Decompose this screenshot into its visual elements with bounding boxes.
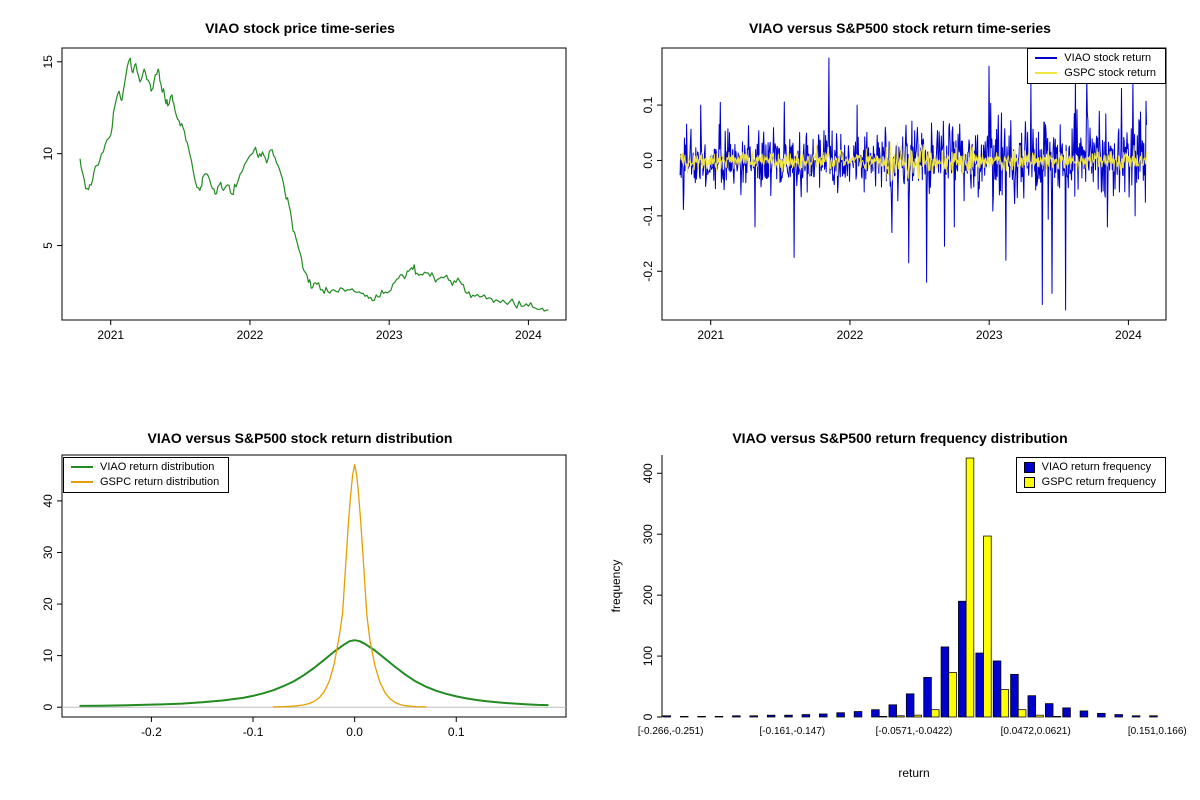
returns-legend: VIAO stock return GSPC stock return [1027, 48, 1166, 84]
svg-text:0.0: 0.0 [346, 725, 363, 739]
svg-text:2024: 2024 [515, 328, 542, 342]
density-chart-panel: VIAO versus S&P500 stock return distribu… [0, 400, 600, 800]
svg-text:0: 0 [641, 713, 655, 720]
svg-text:2023: 2023 [376, 328, 403, 342]
price-chart-panel: VIAO stock price time-series 2021 2022 202… [0, 0, 600, 400]
svg-text:300: 300 [641, 524, 655, 544]
svg-text:40: 40 [41, 494, 55, 508]
svg-text:-0.1: -0.1 [641, 205, 655, 226]
svg-text:2021: 2021 [697, 328, 724, 342]
legend-label-viao-return: VIAO stock return [1064, 52, 1152, 64]
legend-item-gspc-density: GSPC return distribution [71, 476, 219, 488]
density-legend: VIAO return distribution GSPC return dis… [63, 457, 230, 493]
svg-text:[-0.266,-0.251): [-0.266,-0.251) [638, 726, 704, 737]
svg-text:2022: 2022 [237, 328, 264, 342]
histogram-chart-title: VIAO versus S&P500 return frequency dist… [732, 430, 1068, 446]
svg-text:2024: 2024 [1115, 328, 1142, 342]
density-chart-title: VIAO versus S&P500 stock return distribu… [147, 430, 453, 446]
svg-text:2022: 2022 [837, 328, 864, 342]
legend-item-gspc-return: GSPC stock return [1035, 67, 1156, 79]
svg-text:-0.1: -0.1 [243, 725, 264, 739]
svg-text:[0.0472,0.0621): [0.0472,0.0621) [1001, 726, 1071, 737]
svg-text:20: 20 [41, 597, 55, 611]
legend-label-gspc-return: GSPC stock return [1064, 67, 1156, 79]
gspc-density-line-swatch [71, 481, 93, 483]
svg-text:0.1: 0.1 [448, 725, 465, 739]
svg-text:200: 200 [641, 585, 655, 605]
svg-text:0: 0 [41, 704, 55, 711]
price-chart-title: VIAO stock price time-series [205, 20, 395, 36]
svg-text:[0.151,0.166): [0.151,0.166) [1128, 726, 1187, 737]
svg-text:5: 5 [41, 242, 55, 249]
legend-item-viao-density: VIAO return distribution [71, 461, 219, 473]
svg-text:30: 30 [41, 545, 55, 559]
viao-return-line-swatch [1035, 57, 1058, 59]
svg-text:[-0.0571,-0.0422): [-0.0571,-0.0422) [876, 726, 953, 737]
returns-chart-panel: VIAO versus S&P500 stock return time-ser… [600, 0, 1200, 400]
svg-text:2023: 2023 [976, 328, 1003, 342]
svg-text:10: 10 [41, 147, 55, 161]
legend-label-gspc-frequency: GSPC return frequency [1041, 476, 1156, 488]
gspc-frequency-swatch [1023, 476, 1035, 488]
svg-text:0.0: 0.0 [641, 152, 655, 169]
legend-item-gspc-frequency: GSPC return frequency [1023, 476, 1156, 488]
legend-label-viao-frequency: VIAO return frequency [1041, 461, 1152, 473]
svg-text:-0.2: -0.2 [141, 725, 162, 739]
legend-label-viao-density: VIAO return distribution [100, 461, 215, 473]
svg-text:400: 400 [641, 463, 655, 483]
histogram-chart-panel: VIAO versus S&P500 return frequency dist… [600, 400, 1200, 800]
svg-text:[-0.161,-0.147): [-0.161,-0.147) [760, 726, 826, 737]
price-chart-canvas: 2021 2022 2023 2024 5 10 15 [41, 47, 567, 342]
svg-text:-0.2: -0.2 [641, 261, 655, 282]
legend-item-viao-frequency: VIAO return frequency [1023, 461, 1156, 473]
viao-frequency-swatch [1023, 461, 1035, 473]
returns-chart-canvas: 2021 2022 2023 2024 -0.2 -0.1 0.0 0.1 [641, 47, 1167, 342]
histogram-legend: VIAO return frequency GSPC return freque… [1015, 457, 1166, 493]
returns-chart-title: VIAO versus S&P500 stock return time-ser… [749, 20, 1051, 36]
svg-text:10: 10 [41, 649, 55, 663]
legend-label-gspc-density: GSPC return distribution [100, 476, 220, 488]
gspc-return-line-swatch [1035, 72, 1058, 74]
svg-text:100: 100 [641, 646, 655, 666]
histogram-chart-canvas: 0 100 200 300 400 [-0.266,-0.251) [-0.161,-0.1… [638, 455, 1187, 737]
legend-item-viao-return: VIAO stock return [1035, 52, 1156, 64]
density-chart-canvas: -0.2 -0.1 0.0 0.1 0 10 20 30 40 [41, 454, 567, 739]
svg-text:0.1: 0.1 [641, 96, 655, 113]
histogram-y-axis-label: frequency [609, 559, 623, 613]
viao-density-line-swatch [71, 466, 93, 468]
histogram-x-axis-label: return [898, 766, 930, 780]
svg-text:15: 15 [41, 55, 55, 69]
svg-text:2021: 2021 [97, 328, 124, 342]
